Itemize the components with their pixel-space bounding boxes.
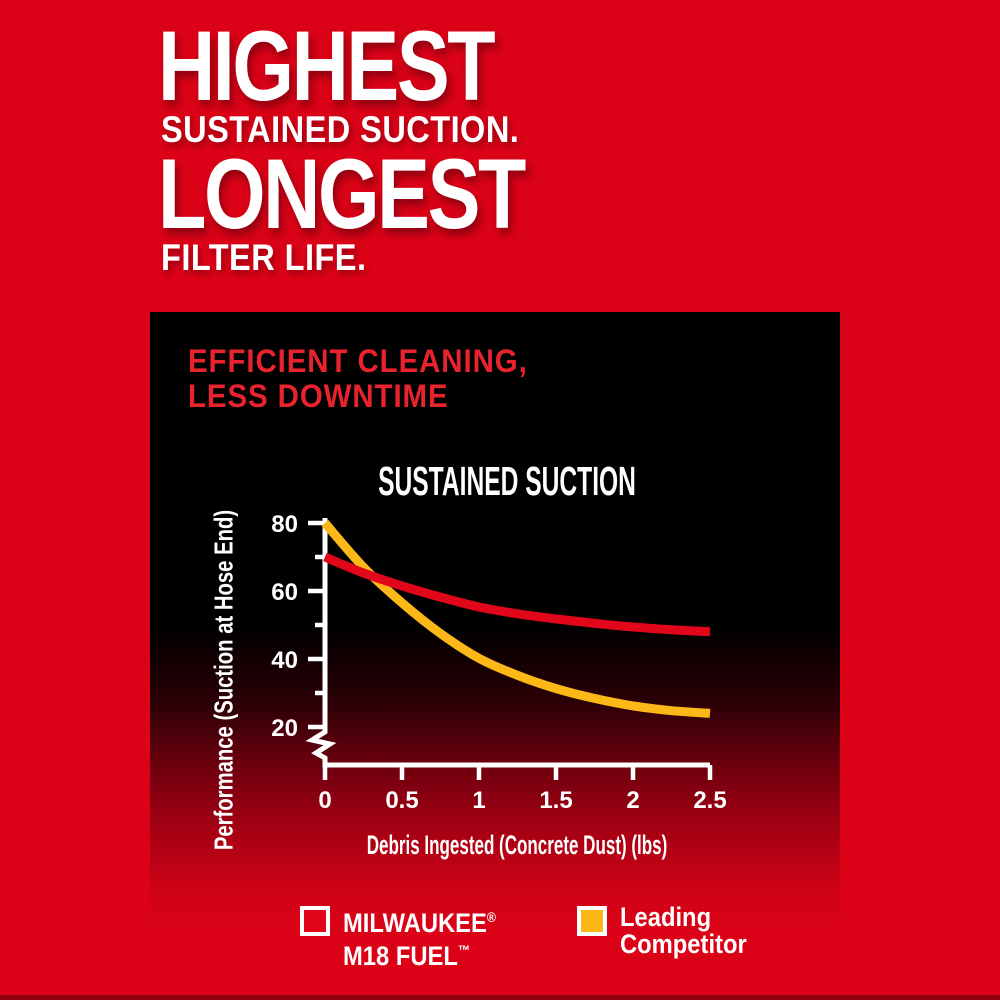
headline-block: HIGHEST SUSTAINED SUCTION. LONGEST FILTE… [158, 10, 616, 278]
x-axis-title: Debris Ingested (Concrete Dust) (lbs) [366, 830, 668, 860]
legend-item-milwaukee: MILWAUKEE® M18 FUEL™ [300, 904, 517, 970]
headline-longest: LONGEST [158, 138, 526, 249]
legend-item-competitor: Leading Competitor [577, 904, 764, 958]
registered-mark: ® [486, 909, 496, 925]
chart-panel: EFFICIENT CLEANING, LESS DOWNTIME SUSTAI… [150, 312, 840, 1000]
x-tick-label-2: 2 [626, 787, 639, 814]
legend-milwaukee-line2: M18 FUEL [343, 941, 458, 971]
x-tick-label-0p5: 0.5 [385, 787, 418, 814]
competitor-swatch-icon [577, 906, 607, 936]
headline-filter-life: FILTER LIFE. [161, 237, 367, 278]
legend-competitor-line1: Leading [620, 902, 712, 932]
milwaukee-curve [323, 552, 711, 637]
panel-heading-line2: LESS DOWNTIME [188, 378, 449, 414]
panel-heading-line1: EFFICIENT CLEANING, [188, 343, 528, 379]
legend-label-competitor: Leading Competitor [620, 904, 747, 958]
headline-highest: HIGHEST [158, 10, 496, 121]
x-tick-label-1: 1 [472, 787, 485, 814]
y-tick-label-20: 20 [271, 715, 298, 742]
y-tick-label-40: 40 [271, 647, 298, 674]
y-tick-label-80: 80 [271, 511, 298, 538]
x-tick-label-1p5: 1.5 [539, 787, 572, 814]
x-tick-label-0: 0 [318, 787, 331, 814]
x-tick-label-2p5: 2.5 [693, 787, 726, 814]
panel-heading: EFFICIENT CLEANING, LESS DOWNTIME [188, 344, 528, 414]
headline-sustained-suction: SUSTAINED SUCTION. [161, 109, 520, 150]
legend-label-milwaukee: MILWAUKEE® M18 FUEL™ [343, 904, 496, 970]
axis-line-with-break [305, 518, 710, 768]
trademark-mark: ™ [457, 942, 471, 958]
competitor-curve [321, 520, 711, 718]
bottom-edge-shadow [0, 995, 1000, 1000]
suction-chart: 80 60 40 20 0 0.5 1 1.5 2 2.5 [271, 511, 726, 814]
y-tick-label-60: 60 [271, 579, 298, 606]
legend-competitor-line2: Competitor [620, 929, 747, 959]
chart-title: SUSTAINED SUCTION [378, 458, 636, 504]
milwaukee-swatch-icon [300, 906, 330, 936]
legend-milwaukee-line1: MILWAUKEE [343, 908, 487, 938]
